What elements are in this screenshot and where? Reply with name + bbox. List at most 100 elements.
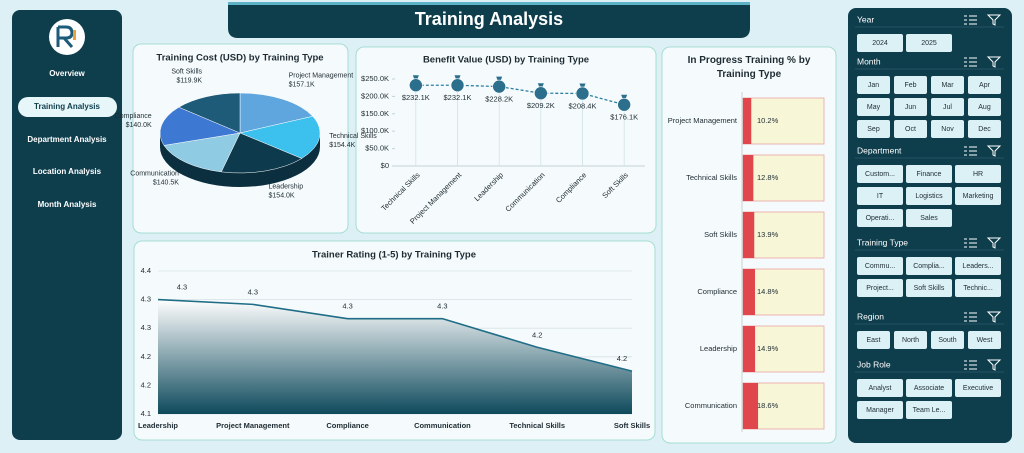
marker-knot [454,75,461,80]
slicer-button-label[interactable]: Marketing [963,193,994,200]
slicer-button-label[interactable]: Apr [979,82,991,89]
nav-item[interactable]: Location Analysis [33,167,102,176]
slicer-button-label[interactable]: Mar [941,82,954,89]
y-tick-label: $150.0K [361,109,389,118]
slicer-button-label[interactable]: South [938,337,956,344]
slicer-button-label[interactable]: Operati... [866,215,895,222]
slicer-button[interactable] [857,76,890,94]
slicer-button-label[interactable]: Executive [963,385,993,392]
slicer-button[interactable] [906,279,952,297]
slicer-button-label[interactable]: Manager [866,407,894,414]
slicer-button[interactable] [968,120,1001,138]
nav-item[interactable]: Overview [49,69,85,78]
slicer-button[interactable] [857,379,903,397]
slicer-button[interactable] [857,165,903,183]
slicer-button-label[interactable]: Finance [917,171,942,178]
slicer-button-label[interactable]: Aug [978,104,991,111]
slicer-button-label[interactable]: Soft Skills [914,285,945,292]
multi-select-icon[interactable] [964,146,977,156]
slicer-button-label[interactable]: Logistics [915,193,943,200]
multi-select-icon[interactable] [964,360,977,370]
nav-active-bg[interactable] [18,97,117,117]
slicer-button[interactable] [955,187,1001,205]
slicer-button-label[interactable]: IT [877,193,884,200]
slicer-button-label[interactable]: Jan [868,82,879,89]
multi-select-icon[interactable] [964,15,977,25]
slicer-button[interactable] [894,331,927,349]
slicer-button-label[interactable]: Jul [943,104,952,111]
multi-select-icon[interactable] [964,57,977,67]
nav-item[interactable]: Month Analysis [38,200,97,209]
multi-select-icon[interactable] [964,238,977,248]
slicer-button[interactable] [857,331,890,349]
multi-select-icon[interactable] [964,312,977,322]
slicer-button[interactable] [857,187,903,205]
slicer-button[interactable] [968,98,1001,116]
slicer-button-label[interactable]: Leaders... [962,263,993,270]
slicer-button-label[interactable]: 2025 [921,40,937,47]
banner-stripe [228,2,750,5]
slicer-button[interactable] [894,120,927,138]
slicer-button-label[interactable]: Commu... [865,263,895,270]
slicer-button-label[interactable]: Complia... [913,263,945,270]
slicer-button[interactable] [906,401,952,419]
slicer-button-label[interactable]: Technic... [963,285,993,292]
slicer-button[interactable] [906,187,952,205]
clear-filter-icon[interactable] [986,56,1002,68]
slicer-button[interactable] [931,120,964,138]
slicer-button[interactable] [857,34,903,52]
slicer-button[interactable] [906,379,952,397]
slicer-button-label[interactable]: May [867,104,881,111]
slicer-button[interactable] [968,76,1001,94]
nav-item[interactable]: Training Analysis [34,102,100,111]
slicer-button-label[interactable]: North [902,337,919,344]
slicer-button[interactable] [906,34,952,52]
slicer-button[interactable] [955,165,1001,183]
slicer-button-label[interactable]: Custom... [865,171,895,178]
slicer-button[interactable] [931,98,964,116]
slicer-button-label[interactable]: Sales [920,215,938,222]
slicer-button[interactable] [955,257,1001,275]
slicer-button[interactable] [906,257,952,275]
slicer-button-label[interactable]: Feb [904,82,916,89]
slicer-button-label[interactable]: Dec [978,126,991,133]
slicer-button[interactable] [894,76,927,94]
slicer-button[interactable] [857,120,890,138]
nav-item[interactable]: Department Analysis [27,135,107,144]
clear-filter-icon[interactable] [986,14,1002,26]
slicer-button-label[interactable]: West [977,337,993,344]
slicer-button-label[interactable]: 2024 [872,40,888,47]
slicer-button-label[interactable]: Nov [941,126,954,133]
slicer-button[interactable] [857,401,903,419]
slicer-button-label[interactable]: HR [973,171,983,178]
slicer-button[interactable] [906,165,952,183]
category-label: Technical Skills [686,173,737,182]
slicer-button[interactable] [931,76,964,94]
pie-slice [239,92,314,134]
slicer-button-label[interactable]: East [866,337,880,344]
clear-filter-icon[interactable] [986,237,1002,249]
slicer-button-label[interactable]: Jun [905,104,916,111]
slicer-button-label[interactable]: Analyst [869,385,892,392]
slicer-title: Training Type [857,237,908,247]
slicer-button[interactable] [857,98,890,116]
slicer-button[interactable] [906,209,952,227]
clear-filter-icon[interactable] [986,145,1002,157]
slicer-button[interactable] [857,209,903,227]
clear-filter-icon[interactable] [986,359,1002,371]
slicer-button-label[interactable]: Associate [914,385,944,392]
slicer-button-label[interactable]: Project... [866,285,894,292]
y-tick-label: 4.2 [141,380,151,389]
slicer-button[interactable] [857,279,903,297]
slicer-button-label[interactable]: Oct [905,126,916,133]
pie-slice [163,132,241,173]
slicer-button[interactable] [968,331,1001,349]
slicer-button[interactable] [857,257,903,275]
clear-filter-icon[interactable] [986,311,1002,323]
slicer-button[interactable] [955,379,1001,397]
slicer-button[interactable] [894,98,927,116]
slicer-button-label[interactable]: Team Le... [913,407,946,414]
slicer-button[interactable] [955,279,1001,297]
slicer-button-label[interactable]: Sep [867,126,880,133]
slicer-button[interactable] [931,331,964,349]
